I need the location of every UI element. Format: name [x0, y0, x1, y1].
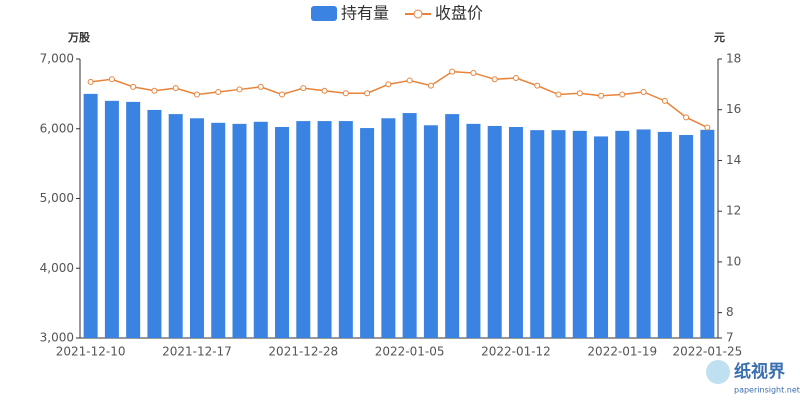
y-tick-label: 5,000	[40, 191, 74, 205]
line-point	[151, 87, 158, 94]
y2-tick-label: 18	[726, 52, 741, 66]
y-axis-label: 万股	[67, 31, 91, 44]
line-point	[576, 90, 583, 97]
bar	[657, 131, 672, 338]
line-point	[215, 88, 222, 95]
bar	[147, 109, 162, 338]
line-point	[342, 90, 349, 97]
bar	[253, 121, 268, 339]
x-tick-label: 2022-01-12	[481, 345, 551, 359]
bar	[189, 118, 204, 338]
line-point	[236, 86, 243, 93]
line-point	[406, 77, 413, 84]
bar	[104, 100, 119, 338]
line-point	[534, 82, 541, 89]
y-tick-label: 6,000	[40, 121, 74, 135]
bar	[360, 128, 375, 338]
x-tick-label: 2022-01-05	[375, 345, 445, 359]
bar	[551, 130, 566, 338]
line-point	[279, 91, 286, 98]
y2-tick-label: 14	[726, 153, 741, 167]
line-point	[449, 68, 456, 75]
legend-label: 持有量	[341, 4, 389, 23]
line-point	[555, 91, 562, 98]
line-point	[300, 85, 307, 92]
bar	[338, 121, 353, 338]
y-tick-label: 3,000	[40, 331, 74, 345]
bar	[317, 121, 332, 338]
bar	[530, 130, 545, 338]
legend-label: 收盘价	[435, 4, 483, 23]
bar	[445, 114, 460, 338]
x-tick-label: 2021-12-10	[56, 345, 126, 359]
line-point	[172, 85, 179, 92]
bar	[615, 130, 630, 338]
line-point	[321, 87, 328, 94]
y-tick-label: 7,000	[40, 52, 74, 66]
watermark: 纸视界	[734, 361, 785, 382]
bar	[381, 118, 396, 338]
bar	[594, 136, 609, 338]
y2-tick-label: 10	[726, 254, 741, 268]
line-point	[470, 69, 477, 76]
bar	[83, 93, 98, 338]
bar	[402, 113, 417, 339]
bar	[296, 121, 311, 338]
bar	[700, 129, 715, 338]
watermark: paperinsight.net	[734, 386, 800, 395]
line-point	[619, 91, 626, 98]
y2-tick-label: 8	[726, 305, 734, 319]
y2-tick-label: 12	[726, 204, 741, 218]
bar	[232, 123, 247, 339]
x-tick-label: 2021-12-28	[268, 345, 338, 359]
legend-swatch	[311, 6, 337, 21]
line-point	[598, 92, 605, 99]
y2-axis-label: 元	[714, 31, 725, 44]
bar	[487, 125, 502, 339]
legend-swatch	[413, 9, 423, 19]
bar	[211, 122, 226, 338]
x-tick-label: 2022-01-19	[587, 345, 657, 359]
line-point	[683, 114, 690, 121]
watermark-logo	[706, 360, 730, 384]
y-tick-label: 4,000	[40, 261, 74, 275]
line-point	[87, 78, 94, 85]
bar	[679, 135, 694, 338]
bar	[572, 130, 587, 338]
bar	[508, 127, 523, 338]
x-tick-label: 2022-01-25	[672, 345, 742, 359]
line	[90, 70, 708, 129]
line-point	[491, 76, 498, 83]
line-point	[640, 88, 647, 95]
line-point	[704, 124, 711, 131]
line-point	[108, 76, 115, 83]
line-point	[193, 91, 200, 98]
bar	[423, 125, 438, 338]
line-point	[130, 83, 137, 90]
bar	[275, 127, 290, 338]
line-point	[512, 75, 519, 82]
y2-tick-label: 16	[726, 102, 741, 116]
line-point	[385, 81, 392, 88]
bar	[126, 101, 141, 339]
x-tick-label: 2021-12-17	[162, 345, 232, 359]
y2-tick-label: 7	[726, 331, 734, 345]
bar	[636, 129, 651, 338]
line-point	[427, 82, 434, 89]
bar	[168, 114, 183, 338]
bar	[466, 123, 481, 339]
line-point	[364, 90, 371, 97]
line-point	[257, 83, 264, 90]
line-point	[661, 97, 668, 104]
